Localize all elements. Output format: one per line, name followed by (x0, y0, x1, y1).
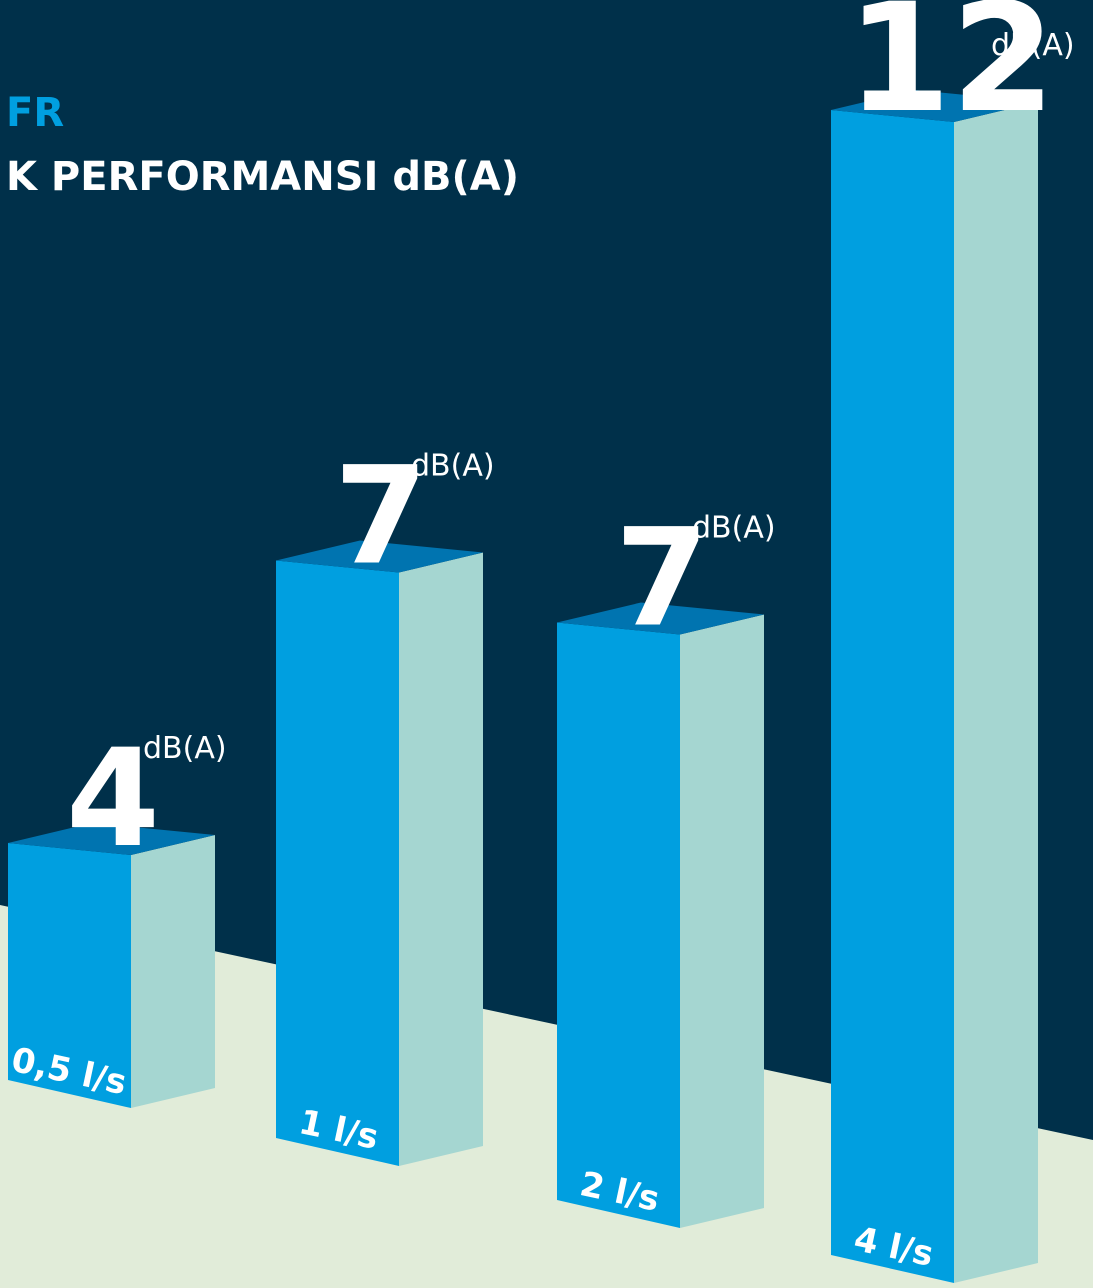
value-label: 4 (66, 720, 160, 877)
unit-label: dB(A) (692, 511, 776, 546)
unit-label: dB(A) (143, 731, 227, 766)
floor (0, 905, 1093, 1288)
unit-label: dB(A) (991, 28, 1075, 63)
bar-front (8, 843, 131, 1108)
bar-side (399, 552, 483, 1166)
bar-top (276, 540, 483, 573)
bar-front (276, 560, 399, 1166)
bar-side (131, 835, 215, 1108)
unit-label: dB(A) (411, 449, 495, 484)
chart-title: FR (6, 90, 64, 136)
bar-front (831, 110, 954, 1283)
bar-side (680, 614, 764, 1228)
chart-subtitle: K PERFORMANSI dB(A) (6, 154, 519, 200)
value-label: 7 (615, 500, 709, 657)
value-label: 7 (334, 438, 428, 595)
bar-side (954, 102, 1038, 1283)
bar-front (557, 622, 680, 1228)
value-label: 12 (847, 0, 1056, 146)
bar-top (831, 90, 1038, 122)
bar-top (557, 602, 764, 635)
bar-top (8, 823, 215, 855)
